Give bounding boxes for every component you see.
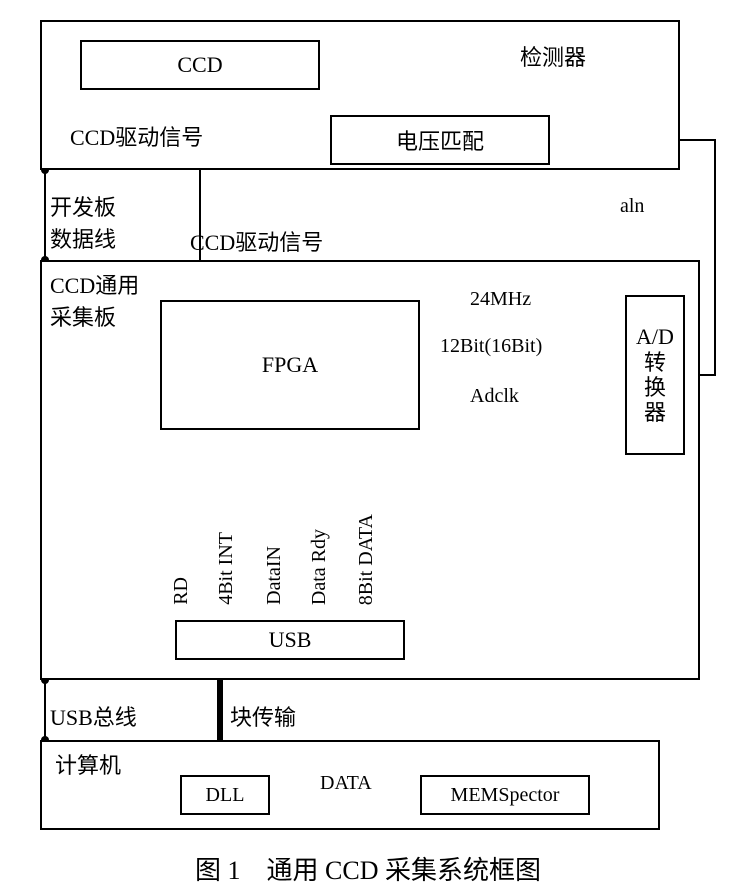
sig-data-label: DATA [320, 772, 372, 795]
acquisition-label: CCD通用采集板 [50, 268, 139, 332]
sig-adclk-label: Adclk [470, 385, 519, 408]
figure-caption: 图 1 通用 CCD 采集系统框图 [0, 850, 736, 887]
ccd-drive-label-1: CCD驱动信号 [70, 120, 203, 152]
dll-label: DLL [206, 784, 245, 807]
usb-bus-label: USB总线 [50, 700, 137, 732]
memspector-node: MEMSpector [420, 775, 590, 815]
sig-datain-label: DataIN [263, 546, 286, 605]
sig-4bitint-label: 4Bit INT [215, 532, 238, 605]
dev-board-line-label: 开发板数据线 [50, 190, 116, 254]
sig-8bitdata-label: 8Bit DATA [355, 514, 378, 605]
adc-label: A/D转换器 [636, 324, 674, 425]
memspector-label: MEMSpector [451, 784, 560, 807]
detector-label: 检测器 [520, 40, 586, 72]
sig-datardy-label: Data Rdy [308, 529, 331, 605]
voltage-match-node: 电压匹配 [330, 115, 550, 165]
aln-label: aln [620, 195, 644, 218]
voltage-match-label: 电压匹配 [396, 124, 484, 156]
fpga-label: FPGA [262, 352, 318, 378]
fpga-node: FPGA [160, 300, 420, 430]
usb-label: USB [269, 627, 312, 653]
sig-24mhz-label: 24MHz [470, 288, 531, 311]
ccd-label: CCD [177, 52, 222, 78]
sig-rd-label: RD [170, 577, 193, 605]
ccd-drive-label-2: CCD驱动信号 [190, 225, 323, 257]
diagram-root: CCD 电压匹配 检测器 CCD驱动信号 开发板数据线 aln CCD驱动信号 … [0, 0, 736, 884]
block-xfer-label: 块传输 [230, 700, 296, 732]
sig-12bit-label: 12Bit(16Bit) [440, 335, 542, 358]
pc-label: 计算机 [55, 748, 121, 780]
adc-node: A/D转换器 [625, 295, 685, 455]
ccd-node: CCD [80, 40, 320, 90]
usb-node: USB [175, 620, 405, 660]
dll-node: DLL [180, 775, 270, 815]
